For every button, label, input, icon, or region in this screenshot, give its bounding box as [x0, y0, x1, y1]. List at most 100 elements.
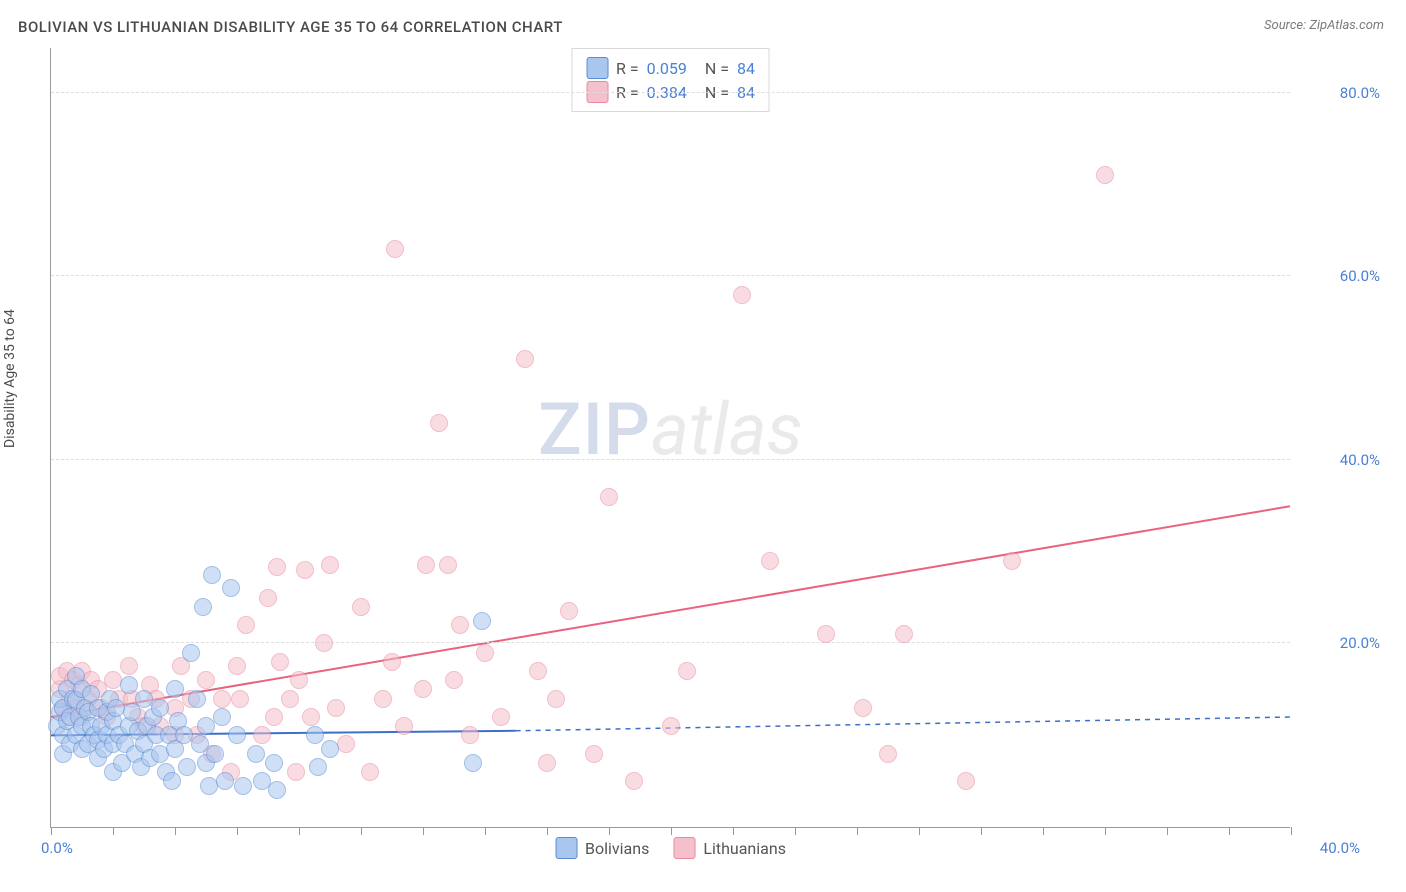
- point-lithuanians: [268, 558, 286, 576]
- x-tick: [857, 827, 858, 835]
- point-bolivians: [151, 699, 169, 717]
- point-lithuanians: [259, 589, 277, 607]
- chart-title: BOLIVIAN VS LITHUANIAN DISABILITY AGE 35…: [18, 18, 563, 36]
- point-bolivians: [182, 644, 200, 662]
- point-lithuanians: [854, 699, 872, 717]
- point-lithuanians: [361, 763, 379, 781]
- point-bolivians: [120, 676, 138, 694]
- point-bolivians: [464, 754, 482, 772]
- point-lithuanians: [733, 286, 751, 304]
- y-tick-label: 80.0%: [1340, 84, 1380, 102]
- point-lithuanians: [231, 690, 249, 708]
- x-tick: [981, 827, 982, 835]
- x-tick: [175, 827, 176, 835]
- legend-swatch: [555, 837, 577, 859]
- legend-row-bolivians: R = 0.059 N = 84: [586, 57, 755, 79]
- r-label: R =: [616, 59, 639, 78]
- point-lithuanians: [265, 708, 283, 726]
- gridline: [51, 92, 1290, 93]
- point-lithuanians: [315, 634, 333, 652]
- point-bolivians: [188, 690, 206, 708]
- point-lithuanians: [761, 552, 779, 570]
- gridline: [51, 275, 1290, 276]
- x-tick: [485, 827, 486, 835]
- point-bolivians: [306, 726, 324, 744]
- point-lithuanians: [957, 772, 975, 790]
- trend-line: [516, 717, 1290, 731]
- point-lithuanians: [237, 616, 255, 634]
- trend-line: [51, 506, 1290, 717]
- x-tick: [547, 827, 548, 835]
- point-lithuanians: [337, 735, 355, 753]
- point-bolivians: [166, 680, 184, 698]
- point-bolivians: [265, 754, 283, 772]
- trend-lines: [51, 48, 1290, 827]
- point-lithuanians: [430, 414, 448, 432]
- point-lithuanians: [560, 602, 578, 620]
- legend-swatch: [673, 837, 695, 859]
- legend-correlation: R = 0.059 N = 84 R = 0.384 N = 84: [571, 48, 770, 112]
- legend-item: Bolivians: [555, 837, 649, 859]
- point-lithuanians: [1096, 166, 1114, 184]
- point-lithuanians: [414, 680, 432, 698]
- plot-area: ZIPatlas R = 0.059 N = 84 R = 0.384 N = …: [50, 48, 1290, 828]
- point-lithuanians: [451, 616, 469, 634]
- x-tick: [423, 827, 424, 835]
- point-lithuanians: [817, 625, 835, 643]
- point-lithuanians: [296, 561, 314, 579]
- point-bolivians: [228, 726, 246, 744]
- point-bolivians: [247, 745, 265, 763]
- point-lithuanians: [327, 699, 345, 717]
- legend-item: Lithuanians: [673, 837, 786, 859]
- n-label: N =: [705, 59, 729, 78]
- point-bolivians: [203, 566, 221, 584]
- point-lithuanians: [1003, 552, 1021, 570]
- y-tick-label: 40.0%: [1340, 451, 1380, 469]
- x-tick: [1105, 827, 1106, 835]
- point-bolivians: [222, 579, 240, 597]
- point-lithuanians: [625, 772, 643, 790]
- x-axis-max-label: 40.0%: [1320, 839, 1360, 857]
- point-lithuanians: [662, 717, 680, 735]
- point-bolivians: [473, 612, 491, 630]
- point-lithuanians: [374, 690, 392, 708]
- x-tick: [609, 827, 610, 835]
- swatch-bolivians: [586, 57, 608, 79]
- point-lithuanians: [879, 745, 897, 763]
- point-lithuanians: [476, 644, 494, 662]
- point-lithuanians: [445, 671, 463, 689]
- point-lithuanians: [271, 653, 289, 671]
- point-lithuanians: [213, 690, 231, 708]
- x-tick: [671, 827, 672, 835]
- y-tick-label: 20.0%: [1340, 634, 1380, 652]
- point-lithuanians: [492, 708, 510, 726]
- point-lithuanians: [287, 763, 305, 781]
- y-axis-label: Disability Age 35 to 64: [2, 309, 18, 448]
- point-lithuanians: [197, 671, 215, 689]
- x-tick: [795, 827, 796, 835]
- point-lithuanians: [461, 726, 479, 744]
- point-bolivians: [123, 703, 141, 721]
- x-tick: [733, 827, 734, 835]
- point-lithuanians: [439, 556, 457, 574]
- legend-series: Bolivians Lithuanians: [555, 837, 786, 859]
- point-lithuanians: [538, 754, 556, 772]
- point-lithuanians: [895, 625, 913, 643]
- point-lithuanians: [352, 598, 370, 616]
- point-bolivians: [268, 781, 286, 799]
- point-lithuanians: [547, 690, 565, 708]
- point-bolivians: [213, 708, 231, 726]
- point-lithuanians: [383, 653, 401, 671]
- point-lithuanians: [253, 726, 271, 744]
- point-lithuanians: [302, 708, 320, 726]
- point-bolivians: [206, 745, 224, 763]
- point-lithuanians: [417, 556, 435, 574]
- point-bolivians: [163, 772, 181, 790]
- x-tick: [1167, 827, 1168, 835]
- point-bolivians: [216, 772, 234, 790]
- point-lithuanians: [529, 662, 547, 680]
- point-lithuanians: [395, 717, 413, 735]
- r-value-bolivians: 0.059: [647, 59, 687, 78]
- x-tick: [1291, 827, 1292, 835]
- point-lithuanians: [585, 745, 603, 763]
